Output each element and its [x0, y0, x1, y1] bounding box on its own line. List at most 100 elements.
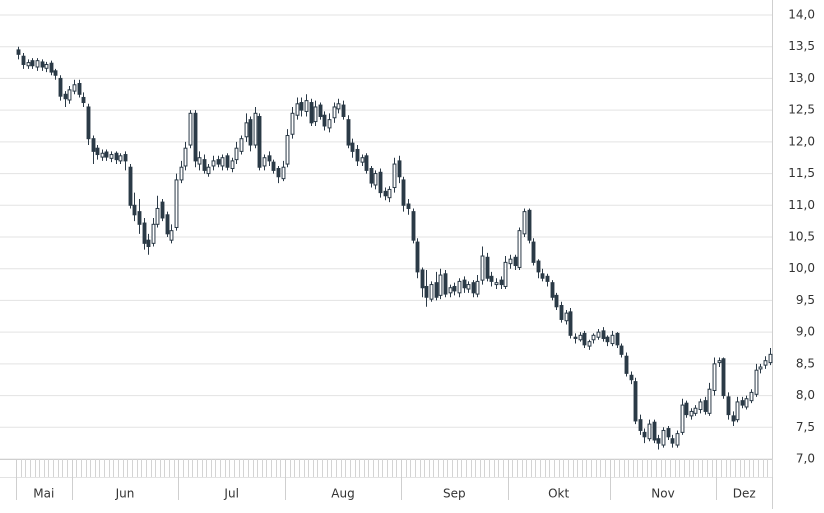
candle-body	[768, 353, 773, 364]
candle-body	[86, 106, 91, 140]
candle-body	[749, 391, 754, 402]
candle-body	[656, 438, 661, 444]
y-tick-label: 10,5	[788, 230, 815, 244]
candle-body	[234, 147, 239, 161]
candle-body	[568, 311, 573, 336]
candle-body	[457, 280, 462, 294]
candle-body	[411, 211, 416, 241]
candle-body	[21, 55, 26, 65]
candle-body	[248, 119, 253, 146]
x-tick-label: Sep	[443, 487, 466, 501]
candle-body	[406, 203, 411, 209]
candle-body	[610, 334, 615, 345]
candle-body	[415, 241, 420, 273]
candle-body	[489, 275, 494, 282]
candle-body	[58, 77, 63, 97]
candle-body	[373, 173, 378, 186]
candle-body	[721, 358, 726, 397]
y-tick-label: 14,0	[788, 8, 815, 22]
candle-body	[480, 255, 485, 281]
candle-body	[652, 421, 657, 441]
candle-body	[160, 201, 165, 219]
candle-body	[429, 284, 434, 300]
y-tick-label: 8,5	[796, 356, 815, 370]
y-tick-label: 7,5	[796, 420, 815, 434]
candle-body	[188, 112, 193, 146]
x-tick-label: Dez	[733, 487, 756, 501]
candle-body	[731, 415, 736, 422]
candle-body	[202, 159, 207, 171]
candle-body	[63, 93, 68, 100]
candle-body	[285, 135, 290, 165]
candle-body	[350, 142, 355, 152]
candle-body	[35, 60, 40, 68]
candle-body	[758, 366, 763, 370]
candle-body	[128, 166, 133, 206]
candle-body	[369, 167, 374, 184]
candle-body	[448, 287, 453, 294]
candle-body	[624, 355, 629, 374]
candle-body	[763, 360, 768, 366]
candle-body	[554, 294, 559, 308]
candle-body	[383, 190, 388, 197]
candle-body	[726, 396, 731, 416]
candle-body	[698, 401, 703, 411]
candle-body	[109, 154, 114, 159]
candle-body	[206, 166, 211, 175]
candle-body	[360, 157, 365, 163]
candle-body	[100, 152, 105, 158]
y-tick-label: 11,5	[788, 166, 815, 180]
candle-body	[318, 104, 323, 117]
candle-body	[559, 305, 564, 320]
candle-body	[155, 207, 160, 225]
candle-body	[420, 269, 425, 289]
candle-body	[95, 147, 100, 156]
candle-body	[527, 209, 532, 241]
candle-body	[503, 261, 508, 287]
candle-body	[49, 62, 54, 73]
candle-body	[540, 273, 545, 279]
candle-body	[689, 410, 694, 417]
candle-body	[267, 155, 272, 162]
candle-body	[244, 122, 249, 138]
candle-body	[754, 369, 759, 395]
candle-body	[271, 161, 276, 171]
candle-body	[281, 166, 286, 180]
candle-body	[174, 179, 179, 228]
candle-body	[26, 62, 31, 67]
candle-body	[193, 112, 198, 162]
candle-body	[499, 279, 504, 286]
y-tick-label: 13,0	[788, 71, 815, 85]
candle-body	[629, 374, 634, 381]
candle-body	[104, 151, 109, 158]
x-tick-label: Okt	[548, 487, 569, 501]
candle-body	[740, 400, 745, 406]
candle-body	[619, 345, 624, 355]
candle-body	[596, 331, 601, 338]
candle-body	[475, 280, 480, 295]
candle-body	[466, 284, 471, 290]
candle-body	[735, 401, 740, 421]
candle-body	[327, 119, 332, 129]
candle-body	[717, 360, 722, 364]
x-tick-label: Jun	[115, 487, 135, 501]
candle-body	[615, 332, 620, 346]
candle-body	[582, 332, 587, 346]
candle-body	[262, 157, 267, 167]
candle-body	[642, 431, 647, 438]
candle-body	[531, 241, 536, 263]
candle-body	[77, 83, 82, 95]
candle-body	[81, 96, 86, 104]
candle-body	[30, 60, 35, 67]
candle-body	[712, 363, 717, 391]
candle-body	[341, 104, 346, 117]
candle-body	[40, 61, 45, 68]
candle-body	[452, 285, 457, 292]
candle-body	[151, 223, 156, 244]
candle-body	[536, 260, 541, 273]
candle-body	[494, 282, 499, 286]
candle-body	[378, 171, 383, 194]
candle-body	[573, 336, 578, 339]
